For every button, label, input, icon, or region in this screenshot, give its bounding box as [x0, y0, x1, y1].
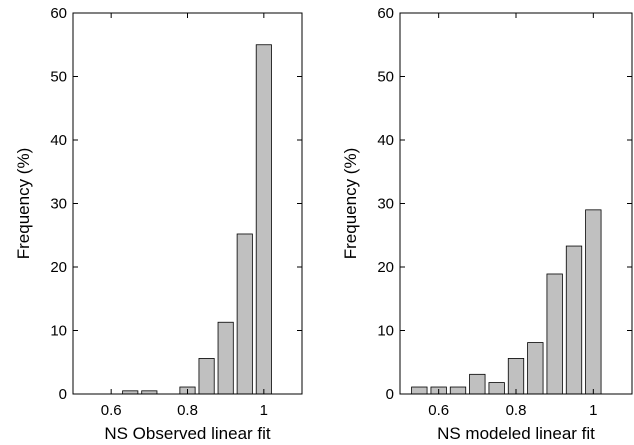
y-tick-label: 20 [50, 259, 67, 276]
bar [488, 382, 505, 395]
chart-panel-2: 0 10 20 30 40 50 60 0.6 0.8 1 NS modeled linear fi… [341, 5, 633, 443]
y-tick-label: 30 [377, 196, 394, 213]
bar [546, 273, 563, 395]
x-axis-label: NS modeled linear fit [437, 424, 595, 443]
x-tick-label: 1 [589, 402, 597, 419]
y-tick-label: 60 [50, 5, 67, 22]
x-tick-label: 0.6 [428, 402, 449, 419]
y-tick-label: 40 [50, 132, 67, 149]
bar [449, 386, 467, 395]
y-tick-label: 60 [377, 5, 394, 22]
bar [236, 233, 253, 395]
bar [585, 209, 602, 395]
x-tick-label: 0.8 [506, 402, 527, 419]
bar [411, 386, 428, 395]
bar [255, 44, 272, 395]
y-tick-label: 0 [59, 386, 67, 403]
y-tick-label: 30 [50, 196, 67, 213]
y-tick-label: 50 [377, 69, 394, 86]
chart-panel-1: 0 10 20 30 40 50 60 0.6 0.8 1 NS Observed linear f… [14, 5, 303, 443]
bar [507, 358, 525, 395]
bar [198, 358, 215, 395]
y-tick-label: 20 [377, 259, 394, 276]
bar [565, 245, 583, 395]
y-tick-label: 40 [377, 132, 394, 149]
y-axis-label: Frequency (%) [341, 148, 360, 259]
y-axis-label: Frequency (%) [14, 148, 33, 259]
y-tick-label: 10 [50, 323, 67, 340]
x-tick-label: 0.6 [101, 402, 122, 419]
x-tick-label: 1 [260, 402, 268, 419]
y-tick-label: 10 [377, 323, 394, 340]
x-axis-label: NS Observed linear fit [104, 424, 271, 443]
bar [527, 342, 544, 395]
bar [469, 373, 486, 395]
y-tick-label: 0 [386, 386, 394, 403]
bar [217, 321, 234, 395]
y-tick-label: 50 [50, 69, 67, 86]
x-tick-label: 0.8 [177, 402, 198, 419]
